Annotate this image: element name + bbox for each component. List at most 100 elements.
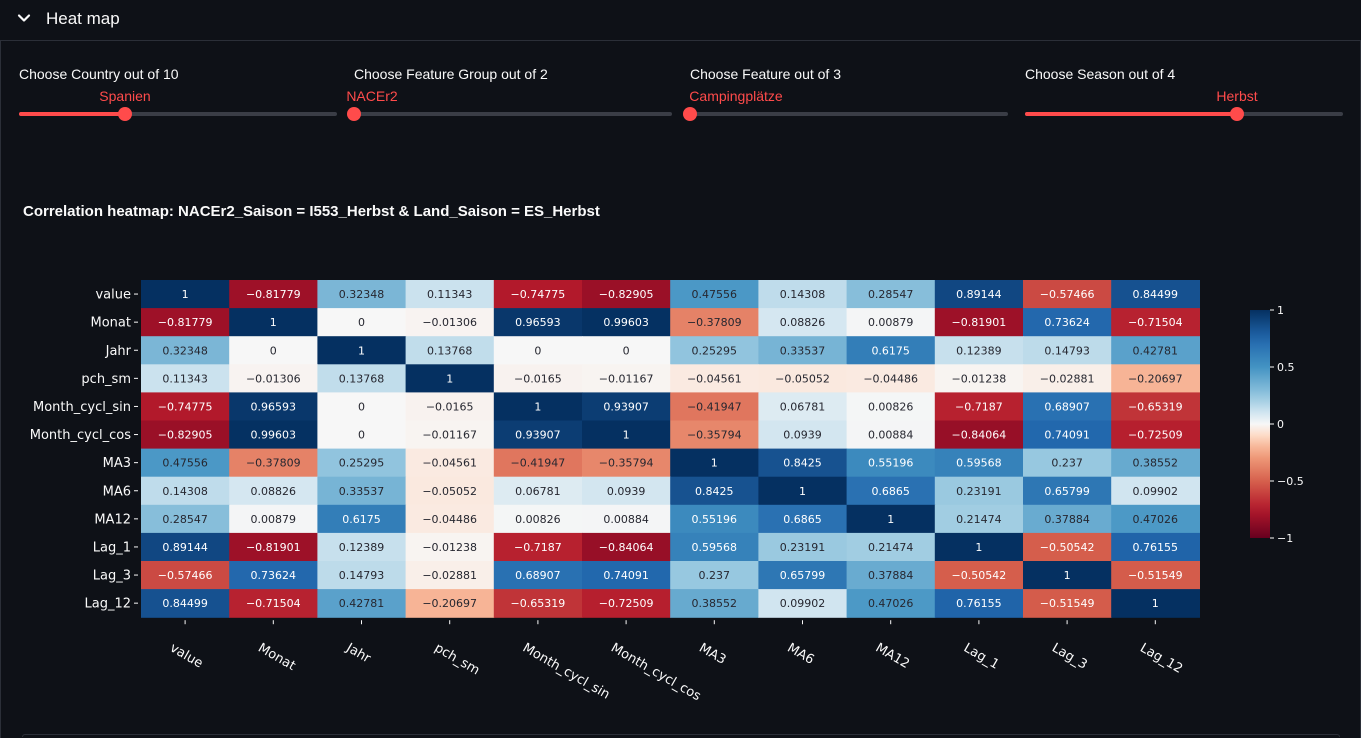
heatmap-cell-label: 0 — [358, 429, 365, 442]
heatmap-cell — [229, 561, 318, 590]
heatmap-cell — [846, 476, 936, 506]
heatmap-cell-label: 0.00879 — [868, 316, 914, 329]
heatmap-cell-label: 0.00884 — [868, 429, 914, 442]
heatmap-cell — [317, 392, 407, 422]
heatmap-cell-label: −0.01167 — [422, 429, 477, 442]
country-slider[interactable]: Choose Country out of 10 Spanien — [19, 64, 337, 124]
heatmap-cell-label: 0.47556 — [162, 457, 208, 470]
heatmap-cell-label: −0.35794 — [599, 457, 654, 470]
heatmap-cell — [758, 280, 848, 309]
heatmap-cell — [405, 308, 495, 337]
country-slider-track[interactable] — [19, 112, 337, 116]
x-tick-label: pch_sm — [432, 641, 482, 679]
heat-map-expander-header[interactable]: Heat map — [0, 0, 1361, 41]
feature-group-slider-track[interactable] — [354, 112, 672, 116]
heatmap-cell — [846, 308, 936, 337]
heatmap-cell — [1023, 589, 1112, 618]
heatmap-cell — [405, 364, 495, 393]
heatmap-cell-label: 0.37884 — [868, 569, 914, 582]
heatmap-cell — [1023, 364, 1112, 393]
heatmap-cell — [758, 336, 848, 365]
heatmap-cell — [141, 589, 230, 618]
heatmap-cell — [229, 420, 318, 450]
heatmap-cell-label: −0.50542 — [952, 569, 1007, 582]
season-slider-thumb[interactable] — [1230, 107, 1244, 121]
heatmap-cell-label: 0.09902 — [780, 597, 826, 610]
y-tick-label: Month_cycl_sin — [33, 400, 131, 415]
heatmap-cell-label: 1 — [975, 541, 982, 554]
heatmap-cell-label: −0.02881 — [1040, 372, 1095, 385]
heatmap-cell — [582, 589, 671, 618]
feature-slider-thumb[interactable] — [683, 107, 697, 121]
heatmap-cell-label: −0.74775 — [511, 288, 566, 301]
heatmap-cell-label: 0.6175 — [342, 513, 381, 526]
next-section-border — [22, 734, 1340, 737]
heatmap-cell — [141, 336, 230, 365]
heatmap-cell — [229, 308, 318, 337]
heatmap-cell-label: 0.8425 — [783, 457, 822, 470]
season-slider-track[interactable] — [1025, 112, 1343, 116]
heatmap-cell — [758, 364, 848, 393]
heatmap-cell-label: 0.96593 — [251, 400, 297, 413]
y-tick-label: pch_sm — [81, 372, 131, 387]
y-tick-label: Month_cycl_cos — [30, 428, 131, 443]
heatmap-cell-label: 0.13768 — [339, 372, 385, 385]
feature-slider-label: Choose Feature out of 3 — [690, 66, 841, 82]
heatmap-cell-label: 0.73624 — [1044, 316, 1090, 329]
feature-slider[interactable]: Choose Feature out of 3 Campingplätze — [683, 64, 1008, 124]
heatmap-cell-label: 0.14793 — [1044, 344, 1090, 357]
heatmap-cell — [846, 280, 936, 309]
heatmap-cell-label: 0.23191 — [780, 541, 826, 554]
heatmap-cell — [758, 476, 848, 506]
heatmap-cell-label: −0.02881 — [422, 569, 477, 582]
heatmap-cell — [141, 280, 230, 309]
heatmap-cell — [141, 504, 230, 534]
heatmap-cell — [1023, 420, 1112, 450]
y-tick-label: Jahr — [105, 344, 132, 359]
heatmap-cell-label: 0.08826 — [251, 485, 297, 498]
heatmap-cell — [1023, 336, 1112, 365]
heatmap-cell — [582, 364, 671, 393]
heatmap-cell — [405, 448, 495, 478]
feature-group-slider[interactable]: Choose Feature Group out of 2 NACEr2 — [346, 64, 672, 124]
heatmap-cell — [317, 476, 407, 506]
heatmap-cell — [846, 561, 936, 590]
heatmap-cell-label: 1 — [623, 429, 630, 442]
heatmap-cell — [934, 589, 1024, 618]
heatmap-cell-label: −0.74775 — [158, 400, 213, 413]
heatmap-cell — [670, 364, 759, 393]
heatmap-cell — [141, 420, 230, 450]
heatmap-cell — [317, 504, 407, 534]
heatmap-cell — [493, 476, 583, 506]
heatmap-cell — [582, 476, 671, 506]
heatmap-cell-label: 0 — [358, 316, 365, 329]
heatmap-cell-label: 0.14308 — [780, 288, 826, 301]
heatmap-cell — [1111, 420, 1200, 450]
season-slider-label: Choose Season out of 4 — [1025, 66, 1176, 82]
x-tick-label: Month_cycl_cos — [608, 641, 703, 700]
heatmap-cell-label: 0 — [534, 344, 541, 357]
country-slider-thumb[interactable] — [118, 107, 132, 121]
feature-group-slider-thumb[interactable] — [347, 107, 361, 121]
heatmap-cell — [758, 308, 848, 337]
heatmap-cell — [758, 448, 848, 478]
heatmap-cell-label: 0.99603 — [251, 429, 297, 442]
heatmap-cell-label: 0.6865 — [783, 513, 822, 526]
heatmap-cell — [229, 448, 318, 478]
heatmap-cell — [934, 504, 1024, 534]
heatmap-cell-label: 0.6175 — [871, 344, 910, 357]
feature-slider-track[interactable] — [690, 112, 1008, 116]
season-slider[interactable]: Choose Season out of 4 Herbst — [1025, 64, 1343, 124]
heatmap-cell-label: −0.41947 — [687, 400, 742, 413]
heatmap-cell-label: −0.0165 — [514, 372, 562, 385]
heatmap-cell — [229, 364, 318, 393]
heatmap-cell — [934, 280, 1024, 309]
heatmap-cell-label: −0.65319 — [1128, 400, 1183, 413]
heatmap-cell — [1111, 280, 1200, 309]
chart-title: Correlation heatmap: NACEr2_Saison = I55… — [23, 203, 600, 220]
heatmap-cell — [582, 392, 671, 422]
heatmap-cell-label: 0.73624 — [251, 569, 297, 582]
colorbar-tick-label: −1 — [1277, 532, 1293, 545]
heatmap-cell-label: 0.47556 — [692, 288, 738, 301]
heatmap-cell-label: 0.0939 — [783, 429, 822, 442]
